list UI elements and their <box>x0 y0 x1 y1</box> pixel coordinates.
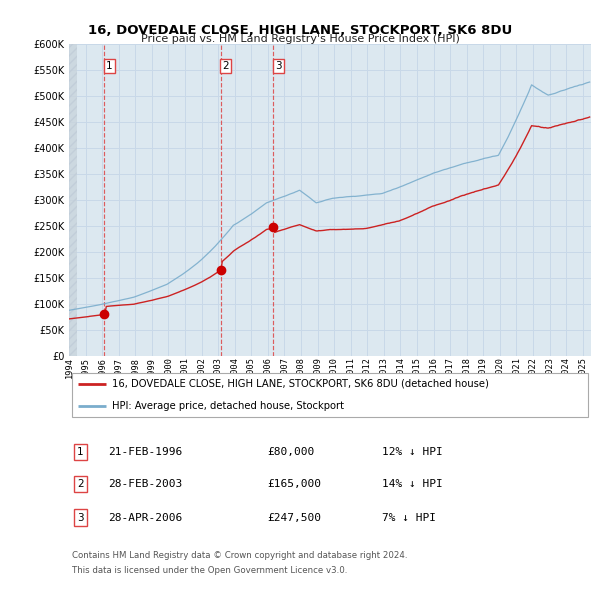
Text: 21-FEB-1996: 21-FEB-1996 <box>108 447 182 457</box>
Text: This data is licensed under the Open Government Licence v3.0.: This data is licensed under the Open Gov… <box>71 566 347 575</box>
Text: 16, DOVEDALE CLOSE, HIGH LANE, STOCKPORT, SK6 8DU: 16, DOVEDALE CLOSE, HIGH LANE, STOCKPORT… <box>88 24 512 37</box>
Text: 28-APR-2006: 28-APR-2006 <box>108 513 182 523</box>
Bar <box>69 44 77 356</box>
Text: 28-FEB-2003: 28-FEB-2003 <box>108 479 182 489</box>
Text: 7% ↓ HPI: 7% ↓ HPI <box>382 513 436 523</box>
Text: 2: 2 <box>223 61 229 71</box>
Text: 12% ↓ HPI: 12% ↓ HPI <box>382 447 443 457</box>
Text: 2: 2 <box>77 479 84 489</box>
Text: £247,500: £247,500 <box>268 513 322 523</box>
Text: HPI: Average price, detached house, Stockport: HPI: Average price, detached house, Stoc… <box>112 401 344 411</box>
Text: Price paid vs. HM Land Registry's House Price Index (HPI): Price paid vs. HM Land Registry's House … <box>140 34 460 44</box>
Text: 14% ↓ HPI: 14% ↓ HPI <box>382 479 443 489</box>
Text: £165,000: £165,000 <box>268 479 322 489</box>
Text: 1: 1 <box>106 61 113 71</box>
Text: 16, DOVEDALE CLOSE, HIGH LANE, STOCKPORT, SK6 8DU (detached house): 16, DOVEDALE CLOSE, HIGH LANE, STOCKPORT… <box>112 379 488 389</box>
Text: 3: 3 <box>275 61 281 71</box>
Text: Contains HM Land Registry data © Crown copyright and database right 2024.: Contains HM Land Registry data © Crown c… <box>71 550 407 559</box>
Text: £80,000: £80,000 <box>268 447 314 457</box>
FancyBboxPatch shape <box>71 373 589 417</box>
Text: 1: 1 <box>77 447 84 457</box>
Text: 3: 3 <box>77 513 84 523</box>
